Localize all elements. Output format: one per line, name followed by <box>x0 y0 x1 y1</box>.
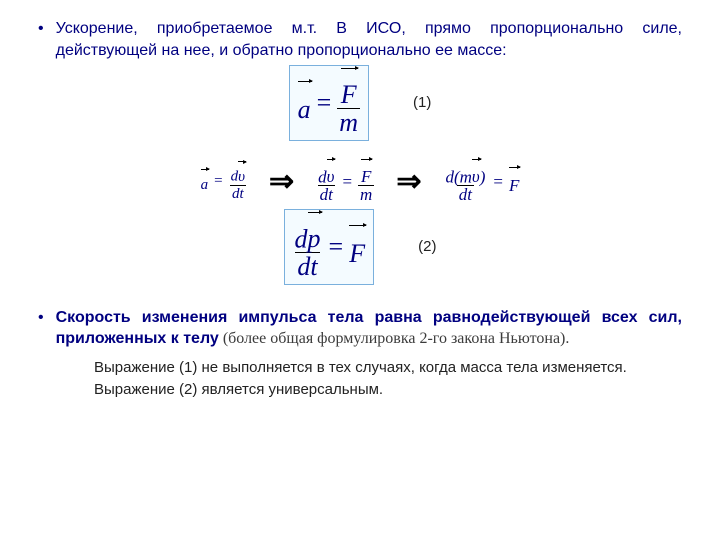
eq-dmvdt-F: d(mυ) dt = F <box>443 159 519 205</box>
equation-2-label: (2) <box>418 238 436 255</box>
vector-p: p <box>308 212 321 252</box>
vector-F-2: F <box>349 225 365 269</box>
arrow-1: ⇒ <box>269 164 294 199</box>
equation-1-box: a = F m <box>289 65 369 141</box>
bullet-1-text: Ускорение, приобретаемое м.т. В ИСО, пря… <box>56 18 682 63</box>
bullet-2-text: Скорость изменения импульса тела равна р… <box>56 307 682 350</box>
arrow-2: ⇒ <box>396 164 421 199</box>
fraction-F-over-m: F m <box>337 68 360 138</box>
equation-1-row: a = F m (1) <box>38 65 682 141</box>
bullet-dot-2: • <box>38 307 44 329</box>
bullet-2: • Скорость изменения импульса тела равна… <box>38 307 682 350</box>
equation-2-box: dp dt = F <box>284 209 375 285</box>
bullet-2-tail: (более общая формулировка 2-го закона Нь… <box>219 330 570 347</box>
equation-1-label: (1) <box>413 94 431 111</box>
mass-m: m <box>337 108 360 138</box>
note-1: Выражение (1) не выполняется в тех случа… <box>94 358 682 378</box>
vector-F: F <box>341 68 357 108</box>
bullet-dot: • <box>38 18 44 40</box>
fraction-dp-dt: dp dt <box>293 212 323 282</box>
equals: = <box>317 88 332 118</box>
bullet-1: • Ускорение, приобретаемое м.т. В ИСО, п… <box>38 18 682 63</box>
eq-a-dvdt: a = dυ dt <box>201 161 247 202</box>
equation-2-row: dp dt = F (2) <box>38 209 682 285</box>
vector-a: a <box>298 81 311 125</box>
note-2: Выражение (2) является универсальным. <box>94 380 682 400</box>
eq-dvdt-Fm: dυ dt = F m <box>316 159 374 205</box>
derivation-chain: a = dυ dt ⇒ dυ dt = F m ⇒ d(mυ) d <box>38 159 682 205</box>
